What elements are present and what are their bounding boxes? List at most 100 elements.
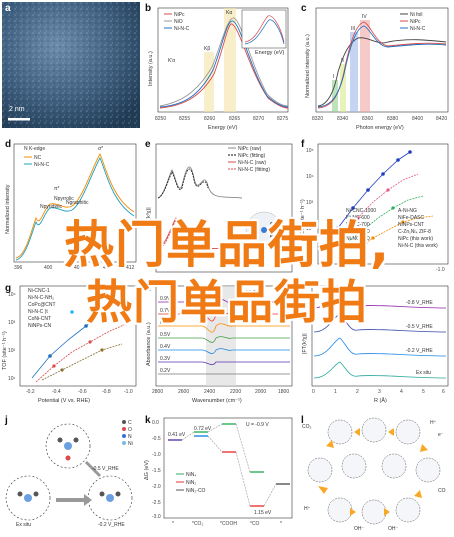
svg-text:10¹: 10¹	[8, 376, 16, 382]
svg-text:e⁻: e⁻	[438, 432, 444, 438]
panel-d: d N K-edge NC Ni-N-C σ* π* Npyridinic Np…	[2, 138, 140, 278]
svg-text:-0.2: -0.2	[26, 389, 35, 395]
legend-g: Ni-CNC-1 Ni-N-C-NH₂ CoPc@CNT Ni-N-C (t C…	[28, 288, 56, 329]
svg-text:8275: 8275	[277, 116, 288, 122]
svg-text:1800: 1800	[278, 389, 289, 395]
svg-text:N: N	[128, 434, 132, 440]
insitu-exafs-chart: -0.8 V_RHE -0.5 V_RHE -0.2 V_RHE Ex situ…	[302, 285, 449, 404]
svg-text:U = -0.9 V: U = -0.9 V	[246, 422, 269, 428]
peak-k-alpha-prime: K'α	[168, 58, 175, 64]
nipc-exafs	[157, 166, 243, 199]
structure-scheme: C O N Ni -0.5 V_RHE Ex situ -0.2 V_RHE	[5, 420, 133, 528]
xticks-k: * *CO₂ *COOH *CO *	[172, 521, 282, 527]
svg-text:Ngraphitic: Ngraphitic	[66, 200, 89, 206]
svg-text:-0.2 V_RHE: -0.2 V_RHE	[98, 522, 125, 528]
svg-text:0.6V: 0.6V	[160, 320, 171, 326]
svg-text:-2.0: -2.0	[152, 484, 161, 490]
svg-text:Ni-CNC-1000: Ni-CNC-1000	[346, 208, 376, 214]
nkedge-chart: N K-edge NC Ni-N-C σ* π* Npyridinic Npyr…	[5, 143, 137, 271]
yticks-k: 0.0 -0.5 -1.0 -1.5 -2.0 -2.5 -3.0	[152, 420, 161, 520]
panel-d-label: d	[5, 139, 12, 150]
region-iv	[360, 20, 370, 112]
panel-h: h Ni-CO 0.9V 0.7V 0.6V 0.5V 0.4V 0.3V 0.…	[142, 282, 296, 408]
region-ii	[340, 64, 346, 112]
panel-k-label: k	[145, 415, 151, 426]
svg-text:0.5V: 0.5V	[160, 332, 171, 338]
svg-text:I: I	[333, 74, 334, 80]
svg-text:-3.0: -3.0	[152, 514, 161, 520]
ninc-curve-c	[317, 25, 447, 108]
svg-text:0.41 eV: 0.41 eV	[168, 432, 186, 438]
xticks-h: 2800 2600 2400 2200 2000 1800	[152, 389, 289, 395]
svg-text:Ni-NC-700: Ni-NC-700	[346, 222, 370, 228]
svg-text:-1.5: -1.5	[152, 468, 161, 474]
svg-text:10¹: 10¹	[306, 252, 314, 258]
peak-k-alpha: Kα	[226, 10, 232, 16]
svg-text:8420: 8420	[436, 116, 447, 122]
panel-g-label: g	[5, 283, 12, 294]
k-alpha-highlight	[224, 8, 236, 112]
svg-text:*COOH: *COOH	[220, 521, 237, 527]
overlay-text-line-1: 热门单品街拍,	[64, 216, 390, 274]
svg-text:CO₂: CO₂	[302, 424, 312, 430]
svg-text:Ni-N-C (fitting): Ni-N-C (fitting)	[238, 167, 270, 173]
svg-text:π*: π*	[54, 186, 59, 192]
nio-curve	[159, 17, 289, 107]
svg-text:-0.5: -0.5	[152, 436, 161, 442]
svg-text:N K-edge: N K-edge	[24, 146, 45, 152]
xticks-g: -0.2 -0.4 -0.6 -0.8 -1.0	[26, 389, 133, 395]
svg-text:1.15 eV: 1.15 eV	[254, 510, 272, 516]
xticks-b: 8250 8255 8260 8265 8270 8275	[155, 116, 288, 122]
svg-text:0.3V: 0.3V	[160, 356, 171, 362]
svg-text:Ni-N-C (t: Ni-N-C (t	[28, 309, 48, 315]
svg-text:NiPc (this work): NiPc (this work)	[398, 236, 433, 242]
svg-text:Absorbance (a.u.): Absorbance (a.u.)	[146, 322, 152, 366]
free-energy-chart: U = -0.9 V 0.72 eV 0.41 eV 1.15 eV NiN₄ …	[144, 417, 293, 527]
svg-text:Ni-N-C (raw): Ni-N-C (raw)	[238, 160, 266, 166]
svg-text:|FT(k³χ)|: |FT(k³χ)|	[146, 207, 152, 228]
svg-text:Ni-N-C-NH₂: Ni-N-C-NH₂	[28, 295, 54, 301]
svg-text:-2.5: -2.5	[152, 500, 161, 506]
svg-text:NiNPs-CN: NiNPs-CN	[28, 323, 51, 329]
svg-text:CoPc@CNT: CoPc@CNT	[28, 302, 56, 308]
svg-text:10⁴: 10⁴	[306, 174, 314, 180]
ninc-fit	[157, 219, 197, 251]
svg-text:Normalized intensity (a.u.): Normalized intensity (a.u.)	[305, 34, 311, 98]
svg-text:NiPc/CNT: NiPc/CNT	[346, 243, 368, 249]
legend-nio: NiO	[174, 19, 183, 25]
svg-text:2200: 2200	[230, 389, 241, 395]
svg-text:0.9V: 0.9V	[160, 296, 171, 302]
svg-text:412: 412	[126, 265, 135, 271]
molecule-structure	[245, 211, 283, 249]
svg-text:2800: 2800	[152, 389, 163, 395]
svg-text:10²: 10²	[306, 226, 314, 232]
tof-series-f	[336, 150, 434, 249]
xanes-chart: Ni foil NiPc Ni-N-C I II III IV 8320 834…	[305, 7, 449, 131]
svg-text:8340: 8340	[337, 116, 348, 122]
svg-text:NiN₄: NiN₄	[186, 472, 196, 478]
svg-text:Ni foil: Ni foil	[410, 12, 423, 18]
svg-text:10³: 10³	[306, 200, 314, 206]
panel-a-label: a	[5, 3, 11, 14]
svg-text:3: 3	[378, 389, 381, 395]
svg-text:-1.0: -1.0	[124, 389, 133, 395]
legend-f: Ni-CNC-1000 Ni-NC-600 Ni-NC-700 Ni-NC-80…	[346, 208, 438, 249]
svg-text:8260: 8260	[204, 116, 215, 122]
svg-text:400: 400	[44, 265, 53, 271]
svg-text:NiPc (fitting): NiPc (fitting)	[238, 153, 266, 159]
ir-traces	[158, 298, 290, 375]
peak-k-beta: Kβ	[204, 46, 210, 52]
svg-text:0.0: 0.0	[152, 420, 159, 426]
svg-text:408: 408	[103, 265, 112, 271]
panel-j-label: j	[5, 415, 8, 426]
svg-text:0.7V: 0.7V	[160, 308, 171, 314]
svg-text:NiFe-DASC: NiFe-DASC	[398, 215, 425, 221]
panel-e: e NiPc (raw) NiPc (fitting) Ni-N-C (raw)…	[142, 138, 296, 278]
svg-text:404: 404	[74, 265, 83, 271]
svg-text:Ni-N-C (this work): Ni-N-C (this work)	[398, 243, 438, 249]
panel-e-label: e	[145, 139, 151, 150]
panel-k: k U = -0.9 V 0.72 eV 0.41 eV 1.15 eV NiN…	[142, 414, 296, 534]
legend-e: NiPc (raw) NiPc (fitting) Ni-N-C (raw) N…	[228, 146, 270, 173]
ylabel-b: Intensity (a.u.)	[148, 51, 154, 86]
svg-text:IV: IV	[362, 14, 367, 20]
